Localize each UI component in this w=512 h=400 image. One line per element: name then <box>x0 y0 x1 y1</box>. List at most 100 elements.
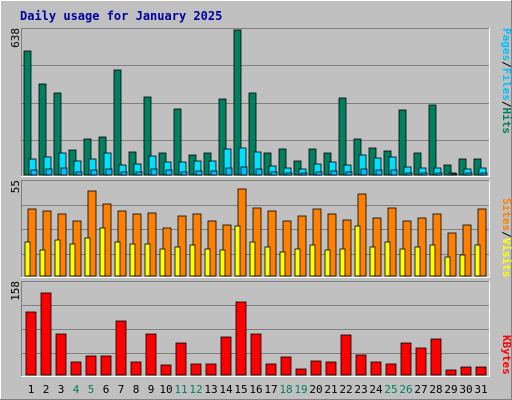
pages-bar <box>180 171 188 176</box>
day-label: 3 <box>58 383 65 396</box>
kbytes-bar <box>445 369 457 376</box>
kbytes-bar <box>55 333 67 376</box>
day-label: 20 <box>309 383 322 396</box>
day-label: 17 <box>264 383 277 396</box>
day-label: 14 <box>219 383 233 396</box>
day-label: 6 <box>103 383 110 396</box>
series-label: KBytes <box>500 335 512 375</box>
series-label: / <box>500 101 512 108</box>
hits-bar <box>128 151 137 176</box>
hits-bar <box>308 148 317 176</box>
hits-bar <box>53 92 62 176</box>
day-label: 15 <box>234 383 247 396</box>
hits-bar <box>278 148 287 176</box>
kbytes-bar <box>460 366 472 376</box>
pages-bar <box>255 168 263 176</box>
kbytes-bar <box>325 361 337 376</box>
kbytes-bar <box>370 361 382 376</box>
series-label: / <box>500 61 512 68</box>
day-label: 11 <box>174 383 187 396</box>
sites-bar <box>207 220 217 277</box>
visits-bar <box>369 246 376 277</box>
pages-bar <box>135 171 143 176</box>
visits-bar <box>69 243 76 277</box>
hits-bar <box>143 96 152 176</box>
visits-bar <box>474 244 481 277</box>
panel-2-scale-label: 55 <box>9 180 22 193</box>
pages-bar <box>270 171 278 176</box>
sites-bar <box>402 220 412 277</box>
pages-bar <box>480 172 488 176</box>
day-label: 19 <box>294 383 307 396</box>
day-label: 22 <box>339 383 352 396</box>
day-label: 10 <box>159 383 172 396</box>
pages-bar <box>435 172 443 176</box>
panel-1-series-labels: Pages/Files/Hits <box>500 28 512 134</box>
hits-bar <box>413 152 422 176</box>
hits-bar <box>458 158 467 176</box>
series-label: / <box>500 231 512 238</box>
visits-bar <box>99 227 106 277</box>
hits-bar <box>473 158 482 176</box>
visits-bar <box>174 246 181 277</box>
pages-bar <box>285 172 293 176</box>
kbytes-bar <box>280 356 292 376</box>
kbytes-bar <box>415 347 427 376</box>
sites-bar <box>282 220 292 277</box>
day-label: 25 <box>384 383 397 396</box>
kbytes-bar <box>85 355 97 376</box>
kbytes-bar <box>220 336 232 376</box>
visits-bar <box>324 249 331 277</box>
visits-bar <box>279 251 286 277</box>
visits-bar <box>39 249 46 277</box>
series-label: Sites <box>500 198 512 231</box>
day-label: 18 <box>279 383 292 396</box>
visits-bar <box>414 246 421 277</box>
visits-bar <box>399 248 406 277</box>
visits-bar <box>294 248 301 277</box>
chart-title: Daily usage for January 2025 <box>20 9 222 23</box>
day-label: 16 <box>249 383 262 396</box>
panel-1-scale-label: 638 <box>9 28 22 48</box>
pages-bar <box>225 167 233 176</box>
pages-bar <box>420 172 428 176</box>
visits-bar <box>429 244 436 277</box>
hits-bar <box>38 83 47 176</box>
day-label: 12 <box>189 383 202 396</box>
hits-bar <box>173 108 182 176</box>
kbytes-bar <box>100 355 112 376</box>
kbytes-bar <box>235 301 247 376</box>
kbytes-bar <box>430 338 442 376</box>
day-label: 28 <box>429 383 442 396</box>
pages-bar <box>375 169 383 176</box>
visits-bar <box>339 248 346 277</box>
hits-bar <box>263 152 272 176</box>
pages-bar <box>150 168 158 176</box>
pages-bar <box>90 169 98 176</box>
panel-3-series-labels: KBytes <box>500 335 512 375</box>
visits-bar <box>144 243 151 277</box>
day-label: 13 <box>204 383 217 396</box>
kbytes-bar <box>115 320 127 376</box>
hits-bar <box>233 29 242 176</box>
visits-bar <box>459 254 466 277</box>
kbytes-bar <box>130 361 142 376</box>
visits-bar <box>249 241 256 277</box>
visits-bar <box>84 237 91 277</box>
hits-bar <box>338 97 347 176</box>
hits-bar <box>248 92 257 176</box>
visits-bar <box>24 241 31 277</box>
sites-bar <box>267 210 277 277</box>
visits-bar <box>354 225 361 277</box>
visits-bar <box>309 244 316 277</box>
pages-bar <box>315 171 323 176</box>
panel-2-series-labels: Sites/Visits <box>500 198 512 278</box>
kbytes-bar <box>475 366 487 376</box>
hits-bar <box>443 164 452 176</box>
pages-bar <box>465 172 473 176</box>
kbytes-bar <box>340 334 352 376</box>
kbytes-bar <box>70 361 82 376</box>
series-label: Hits <box>500 108 512 135</box>
pages-bar <box>390 169 398 176</box>
